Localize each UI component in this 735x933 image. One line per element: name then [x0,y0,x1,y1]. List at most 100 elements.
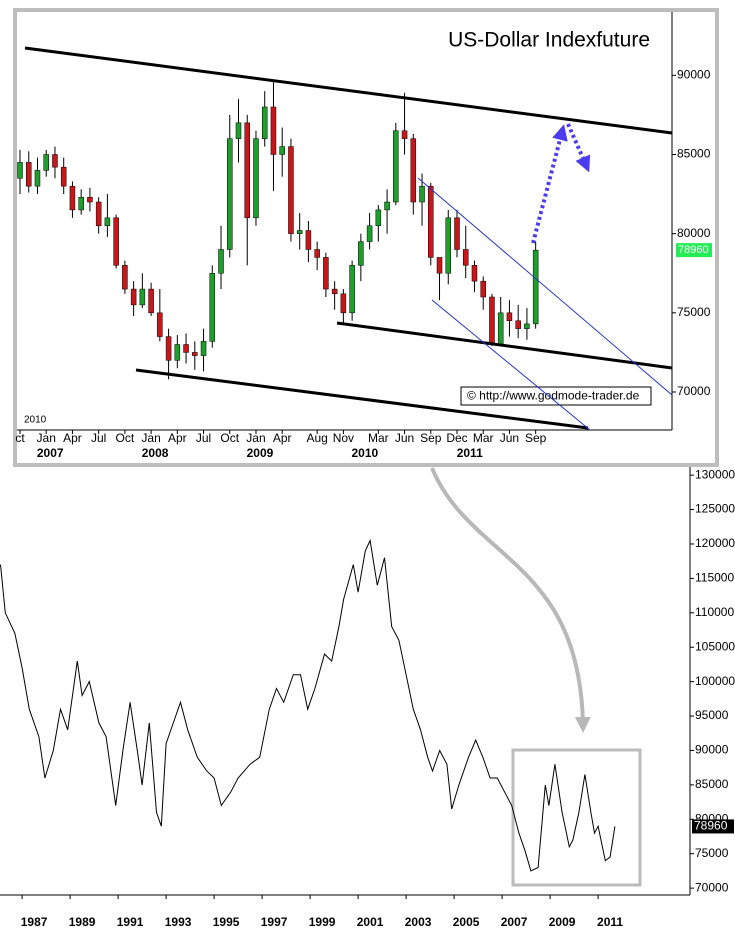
x-tick-label: Mar [368,431,389,445]
x-tick-label: Apr [273,431,292,445]
candle-body [34,170,41,187]
x-tick-label: 1987 [21,915,48,929]
x-tick-label: 2003 [405,915,432,929]
x-tick-label: Jun [395,431,414,445]
candle-body [436,257,443,274]
candle-body [445,217,452,274]
y-tick-label: 100000 [695,674,735,688]
candle-body [358,241,364,266]
x-tick-label: Apr [168,431,187,445]
candle-body [384,201,390,211]
candle-body [122,265,128,290]
x-tick-label: Jul [91,431,106,445]
channel-line [417,177,673,396]
candle-body [296,230,303,234]
candle-body [524,323,530,329]
candle-body [331,288,338,295]
year-label: 2009 [247,446,274,460]
candle-body [157,312,163,337]
y-tick-label: 130000 [695,467,735,481]
candle-body [87,197,93,203]
y-tick-label: 70000 [695,880,729,894]
y-tick-label: 110000 [695,605,734,619]
y-tick-label: 95000 [695,708,729,722]
candles [17,81,539,380]
candle-body [349,265,355,314]
candle-body [69,185,76,211]
y-tick-label: 85000 [677,147,711,161]
x-tick-label: Oct [220,431,239,445]
candle-body [253,138,259,219]
x-tick-label: Sep [420,431,442,445]
year-label: 2011 [457,446,483,460]
x-tick-label: 1989 [69,915,96,929]
candle-body [235,122,242,139]
candle-body [480,280,486,298]
last-value-box [692,819,734,834]
last-value-box [676,243,712,258]
candle-body [95,201,102,226]
candle-body [419,185,425,203]
candle-body [454,217,460,250]
candle-body [340,293,347,314]
x-tick-label: Nov [333,431,354,445]
series [0,538,616,872]
zoom-arrow [430,467,591,733]
candle-body [401,130,408,139]
x-tick-label: 1997 [261,915,288,929]
candle-body [462,249,469,266]
candle-body [148,288,154,314]
long-term-chart: 7000075000800008500090000950001000001050… [0,460,735,929]
candle-body [139,288,146,306]
x-tick-label: 2007 [501,915,528,929]
inset-chart: US-Dollar Indexfuture 2010 © http://www.… [13,8,719,467]
source: © http://www.godmode-trader.de [467,389,640,403]
x-tick-label: Dec [446,431,467,445]
x-tick-label: Jan [141,431,160,445]
candle-body [25,162,32,187]
x-tick-label: 2009 [549,915,576,929]
candle-body [130,288,137,306]
last-value-label: 78960 [678,244,709,256]
candle-body [200,341,207,356]
candle-body [218,249,224,274]
x-tick-label: 2005 [453,915,480,929]
candle-body [183,344,189,353]
forecast-arrow [531,124,568,244]
y-tick-label: 75000 [677,305,711,319]
trend-line [135,368,589,430]
candle-body [192,352,198,356]
price-line [0,538,616,872]
x-tick-label: Jan [246,431,265,445]
x-tick-label: 1995 [213,915,240,929]
x-tick-label: Mar [473,431,494,445]
candle-body [78,197,84,211]
year-label: 2008 [142,446,169,460]
x-tick-label: Jun [500,431,519,445]
trend-line [24,46,673,135]
y-tick-label: 75000 [695,846,729,860]
candle-body [261,106,268,139]
y-tick-label: 105000 [695,639,735,653]
candle-body [43,154,49,171]
candle-body [497,312,504,345]
year-label: 2010 [352,446,379,460]
x-tick-label: 2001 [357,915,384,929]
candle-body [113,217,119,266]
candle-body [375,209,382,227]
x-tick-label: 1999 [309,915,336,929]
x-tick-label: 2011 [597,915,623,929]
highlight-box [511,748,642,887]
candle-body [410,138,417,203]
candle-body [323,257,329,290]
candle-body [393,130,399,203]
y-tick-label: 80000 [677,226,711,240]
candle-body [244,122,250,219]
candle-body [314,249,320,258]
candle-body [174,344,181,361]
x-tick-label: Jul [196,431,211,445]
y-tick-label: 85000 [695,777,729,791]
y-tick-label: 125000 [695,502,735,516]
candle-body [532,249,539,325]
